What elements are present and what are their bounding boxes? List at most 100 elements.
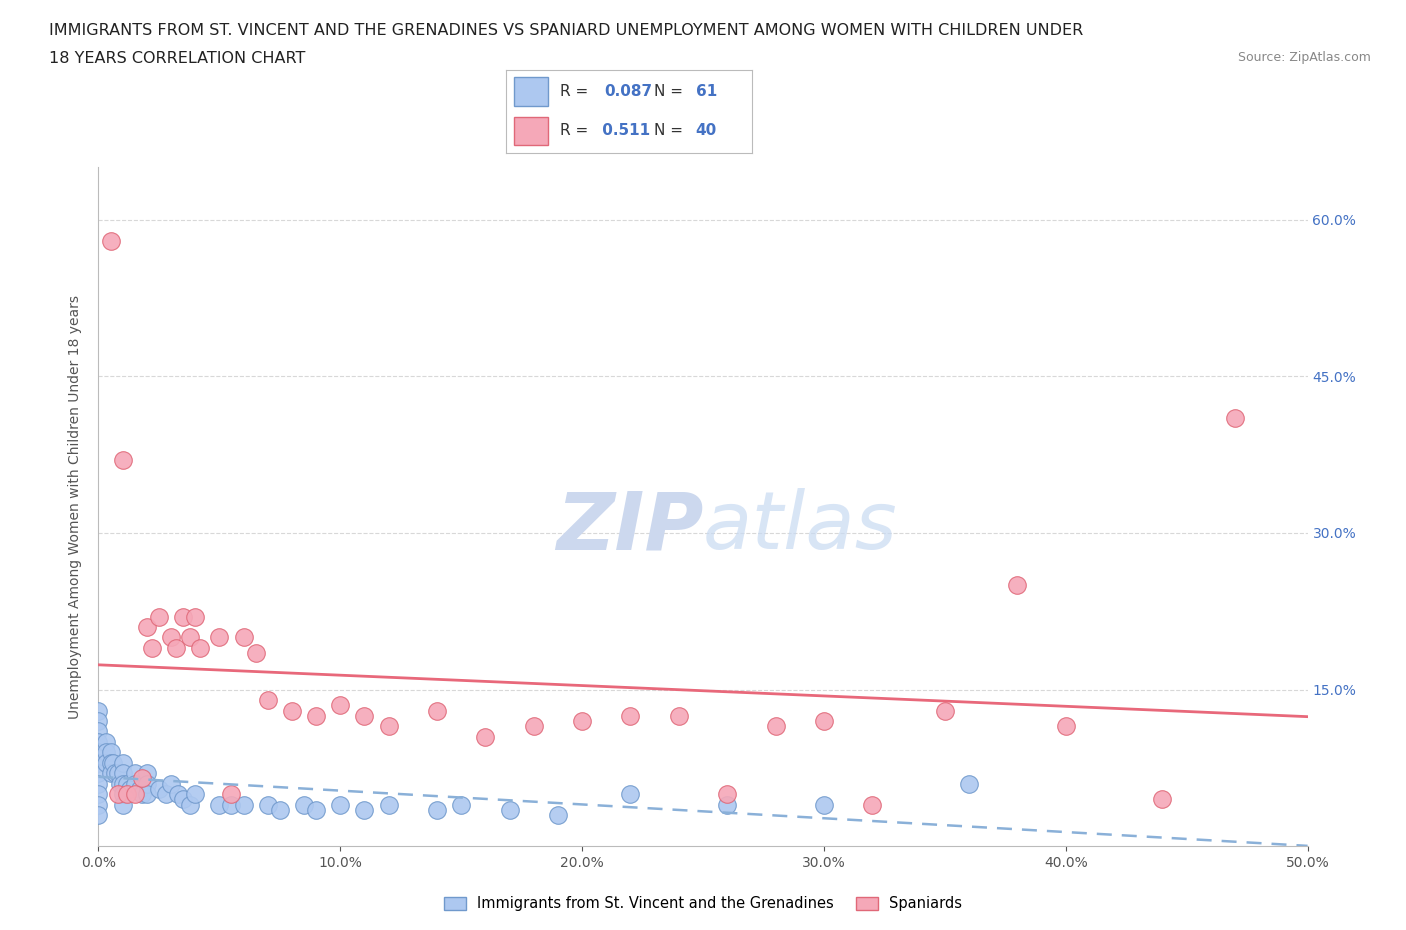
Text: atlas: atlas — [703, 488, 898, 566]
Text: 61: 61 — [696, 84, 717, 99]
Point — [87, 807, 110, 822]
Point — [87, 713, 110, 728]
Point — [148, 609, 170, 624]
Point — [1223, 411, 1246, 426]
Point — [94, 735, 117, 750]
Point — [148, 781, 170, 796]
Point — [141, 641, 163, 656]
Text: 0.511: 0.511 — [598, 124, 651, 139]
Point — [108, 777, 131, 791]
Point — [87, 777, 110, 791]
Point — [716, 787, 738, 802]
Point — [172, 609, 194, 624]
Point — [450, 797, 472, 812]
Point — [100, 755, 122, 770]
Point — [668, 709, 690, 724]
Point — [232, 630, 254, 644]
Point — [87, 735, 110, 750]
Point — [292, 797, 315, 812]
Point — [87, 703, 110, 718]
Point — [87, 787, 110, 802]
Text: R =: R = — [560, 84, 593, 99]
Point — [179, 630, 201, 644]
Point — [101, 755, 124, 770]
Point — [426, 703, 449, 718]
Point — [117, 777, 139, 791]
Point — [160, 777, 183, 791]
Point — [111, 787, 134, 802]
Point — [353, 709, 375, 724]
Point — [765, 719, 787, 734]
Point — [498, 803, 520, 817]
Point — [87, 797, 110, 812]
Point — [329, 797, 352, 812]
Point — [221, 787, 243, 802]
Point — [124, 777, 146, 791]
Bar — [513, 77, 548, 106]
Point — [1152, 791, 1174, 806]
Point — [305, 803, 328, 817]
Point — [523, 719, 546, 734]
Point — [111, 452, 134, 467]
Point — [100, 745, 122, 760]
Point — [281, 703, 304, 718]
Point — [135, 787, 157, 802]
Point — [221, 797, 243, 812]
Point — [305, 709, 328, 724]
Point — [94, 745, 117, 760]
Point — [619, 787, 641, 802]
Text: Source: ZipAtlas.com: Source: ZipAtlas.com — [1237, 51, 1371, 64]
Y-axis label: Unemployment Among Women with Children Under 18 years: Unemployment Among Women with Children U… — [69, 295, 83, 719]
Point — [87, 755, 110, 770]
Point — [131, 787, 153, 802]
Point — [813, 713, 835, 728]
Point — [571, 713, 593, 728]
Point — [547, 807, 569, 822]
Point — [135, 765, 157, 780]
Point — [167, 787, 190, 802]
Point — [117, 787, 139, 802]
Point — [111, 797, 134, 812]
Point — [474, 729, 496, 744]
Text: N =: N = — [654, 84, 688, 99]
Point — [124, 787, 146, 802]
Point — [184, 609, 207, 624]
Bar — [513, 116, 548, 145]
Point — [87, 751, 110, 765]
Point — [813, 797, 835, 812]
Point — [135, 777, 157, 791]
Point — [131, 771, 153, 786]
Text: R =: R = — [560, 124, 593, 139]
Point — [111, 765, 134, 780]
Point — [208, 797, 231, 812]
Text: IMMIGRANTS FROM ST. VINCENT AND THE GRENADINES VS SPANIARD UNEMPLOYMENT AMONG WO: IMMIGRANTS FROM ST. VINCENT AND THE GREN… — [49, 23, 1084, 38]
Point — [111, 777, 134, 791]
Point — [124, 765, 146, 780]
Legend: Immigrants from St. Vincent and the Grenadines, Spaniards: Immigrants from St. Vincent and the Gren… — [437, 890, 969, 917]
Point — [716, 797, 738, 812]
Point — [107, 787, 129, 802]
Point — [87, 745, 110, 760]
Point — [94, 755, 117, 770]
Point — [104, 765, 127, 780]
Point — [1054, 719, 1077, 734]
Point — [87, 765, 110, 780]
Point — [208, 630, 231, 644]
Point — [172, 791, 194, 806]
Point — [100, 233, 122, 248]
Point — [353, 803, 375, 817]
Text: 18 YEARS CORRELATION CHART: 18 YEARS CORRELATION CHART — [49, 51, 305, 66]
Point — [107, 765, 129, 780]
Point — [245, 645, 267, 660]
Point — [269, 803, 291, 817]
Point — [934, 703, 956, 718]
Point — [957, 777, 980, 791]
Point — [135, 619, 157, 634]
Point — [256, 693, 278, 708]
Point — [160, 630, 183, 644]
Point — [426, 803, 449, 817]
Point — [329, 698, 352, 712]
Text: N =: N = — [654, 124, 688, 139]
Point — [377, 797, 399, 812]
Text: 40: 40 — [696, 124, 717, 139]
